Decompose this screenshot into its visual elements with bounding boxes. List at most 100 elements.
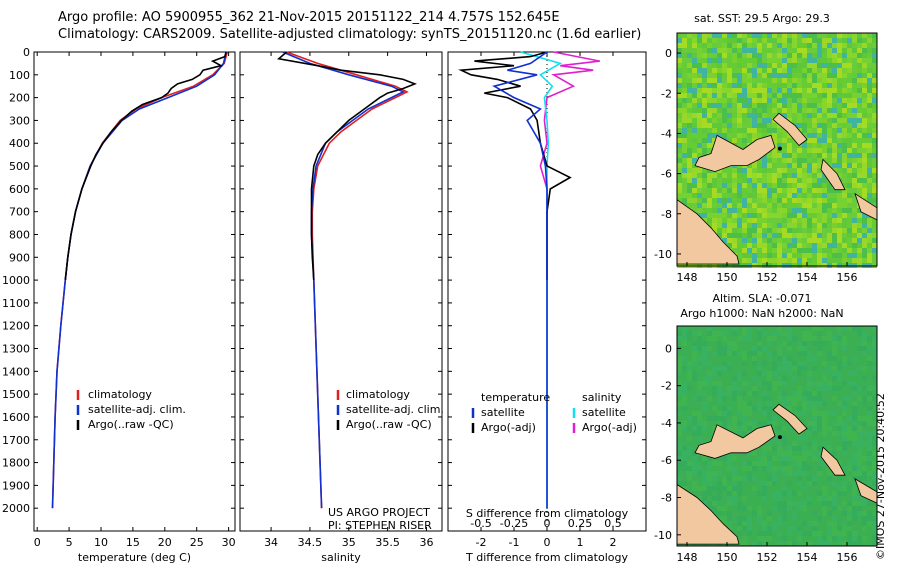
x-tick-label: 0: [34, 536, 41, 549]
x-tick-label: -1: [509, 536, 520, 549]
map-subtitle: Argo h1000: NaN h2000: NaN: [680, 307, 843, 320]
sst-map: [676, 32, 878, 268]
x-tick-label: 152: [757, 551, 778, 564]
x-tick-label: 150: [717, 271, 738, 284]
s-tick-label: 0.25: [568, 517, 593, 530]
y-tick-label: -4: [661, 417, 672, 430]
y-tick-label: -6: [661, 454, 672, 467]
title-line-1: Argo profile: AO 5900955_362 21-Nov-2015…: [58, 10, 560, 25]
depth-tick-label: 1800: [2, 457, 30, 470]
x-tick-label: -2: [476, 536, 487, 549]
x-tick-label: 156: [837, 551, 858, 564]
land-new-britain: [694, 424, 776, 459]
legend-entry: climatology: [88, 388, 152, 401]
legend-entry: satellite-adj. clim.: [346, 403, 444, 416]
legend-entry: climatology: [346, 388, 410, 401]
land-new-britain: [694, 134, 776, 173]
y-tick-label: -10: [654, 248, 672, 261]
s-tick-label: -0.25: [500, 517, 528, 530]
x-tick-label: 154: [797, 551, 818, 564]
x-tick-label: 34.5: [298, 536, 323, 549]
legend-entry: Argo(..raw -QC): [88, 418, 174, 431]
x-tick-label: 150: [717, 551, 738, 564]
depth-tick-label: 600: [9, 183, 30, 196]
y-tick-label: -4: [661, 127, 672, 140]
land-bougainville: [820, 446, 846, 476]
depth-tick-label: 1200: [2, 320, 30, 333]
legend-entry: satellite: [582, 406, 626, 419]
y-tick-label: -8: [661, 208, 672, 221]
map-frame: [676, 32, 878, 267]
y-tick-label: -10: [654, 529, 672, 542]
y-tick-label: 0: [665, 342, 672, 355]
legend-entry: satellite: [481, 406, 525, 419]
depth-tick-label: 1900: [2, 479, 30, 492]
depth-tick-label: 0: [23, 46, 30, 59]
x-tick-label: 5: [66, 536, 73, 549]
credit-text: PI: STEPHEN RISER: [328, 519, 432, 532]
map-title: sat. SST: 29.5 Argo: 29.3: [694, 12, 830, 25]
depth-tick-label: 100: [9, 69, 30, 82]
legend-entry: Argo(..raw -QC): [346, 418, 432, 431]
depth-tick-label: 200: [9, 92, 30, 105]
depth-tick-label: 1600: [2, 411, 30, 424]
x-tick-label: 36: [419, 536, 433, 549]
s-tick-label: 0.5: [604, 517, 622, 530]
x-tick-label: 154: [797, 271, 818, 284]
legend-entry: Argo(-adj): [582, 421, 637, 434]
x-tick-label: 15: [126, 536, 140, 549]
x-tick-label: 0: [544, 536, 551, 549]
depth-tick-label: 1500: [2, 388, 30, 401]
depth-tick-label: 500: [9, 160, 30, 173]
x-tick-label: 1: [577, 536, 584, 549]
depth-tick-label: 900: [9, 251, 30, 264]
y-tick-label: 0: [665, 47, 672, 60]
x-tick-label: 20: [158, 536, 172, 549]
depth-tick-label: 400: [9, 137, 30, 150]
series-argo: [64, 51, 227, 281]
legend-title: temperature: [481, 391, 550, 404]
sla-map: [676, 325, 878, 547]
credit-text: US ARGO PROJECT: [328, 506, 430, 519]
x-tick-label: 10: [94, 536, 108, 549]
s-tick-label: 0: [544, 517, 551, 530]
legend-entry: satellite-adj. clim.: [88, 403, 186, 416]
map-title: Altim. SLA: -0.071: [712, 292, 811, 305]
depth-tick-label: 2000: [2, 502, 30, 515]
y-tick-label: -8: [661, 492, 672, 505]
legend-title: salinity: [582, 391, 622, 404]
series-satellite-temperature: [492, 51, 548, 509]
x-tick-label: 30: [222, 536, 236, 549]
x-axis-label: T difference from climatology: [465, 551, 628, 564]
y-tick-label: -2: [661, 87, 672, 100]
land-new-ireland: [772, 112, 808, 147]
s-axis-label: S difference from climatology: [466, 507, 629, 520]
depth-tick-label: 1300: [2, 343, 30, 356]
x-tick-label: 2: [610, 536, 617, 549]
panel-2-frame: [239, 51, 443, 532]
depth-tick-label: 1400: [2, 365, 30, 378]
land-bougainville: [820, 158, 846, 191]
x-tick-label: 148: [677, 271, 698, 284]
x-tick-label: 35: [342, 536, 356, 549]
depth-tick-label: 1700: [2, 434, 30, 447]
title-line-2: Climatology: CARS2009. Satellite-adjuste…: [58, 27, 642, 42]
depth-tick-label: 300: [9, 114, 30, 127]
y-tick-label: -2: [661, 380, 672, 393]
argo-position-marker: [777, 435, 782, 440]
x-tick-label: 25: [190, 536, 204, 549]
x-tick-label: 35.5: [375, 536, 400, 549]
series-argo: [277, 51, 417, 281]
s-tick-label: -0.5: [470, 517, 491, 530]
x-axis-label: salinity: [321, 551, 361, 564]
x-tick-label: 156: [837, 271, 858, 284]
depth-tick-label: 1100: [2, 297, 30, 310]
land-new-ireland: [772, 403, 808, 435]
depth-tick-label: 700: [9, 206, 30, 219]
y-tick-label: -6: [661, 168, 672, 181]
x-tick-label: 34: [264, 536, 278, 549]
x-tick-label: 148: [677, 551, 698, 564]
legend-entry: Argo(-adj): [481, 421, 536, 434]
panel-1-frame: [33, 51, 236, 532]
